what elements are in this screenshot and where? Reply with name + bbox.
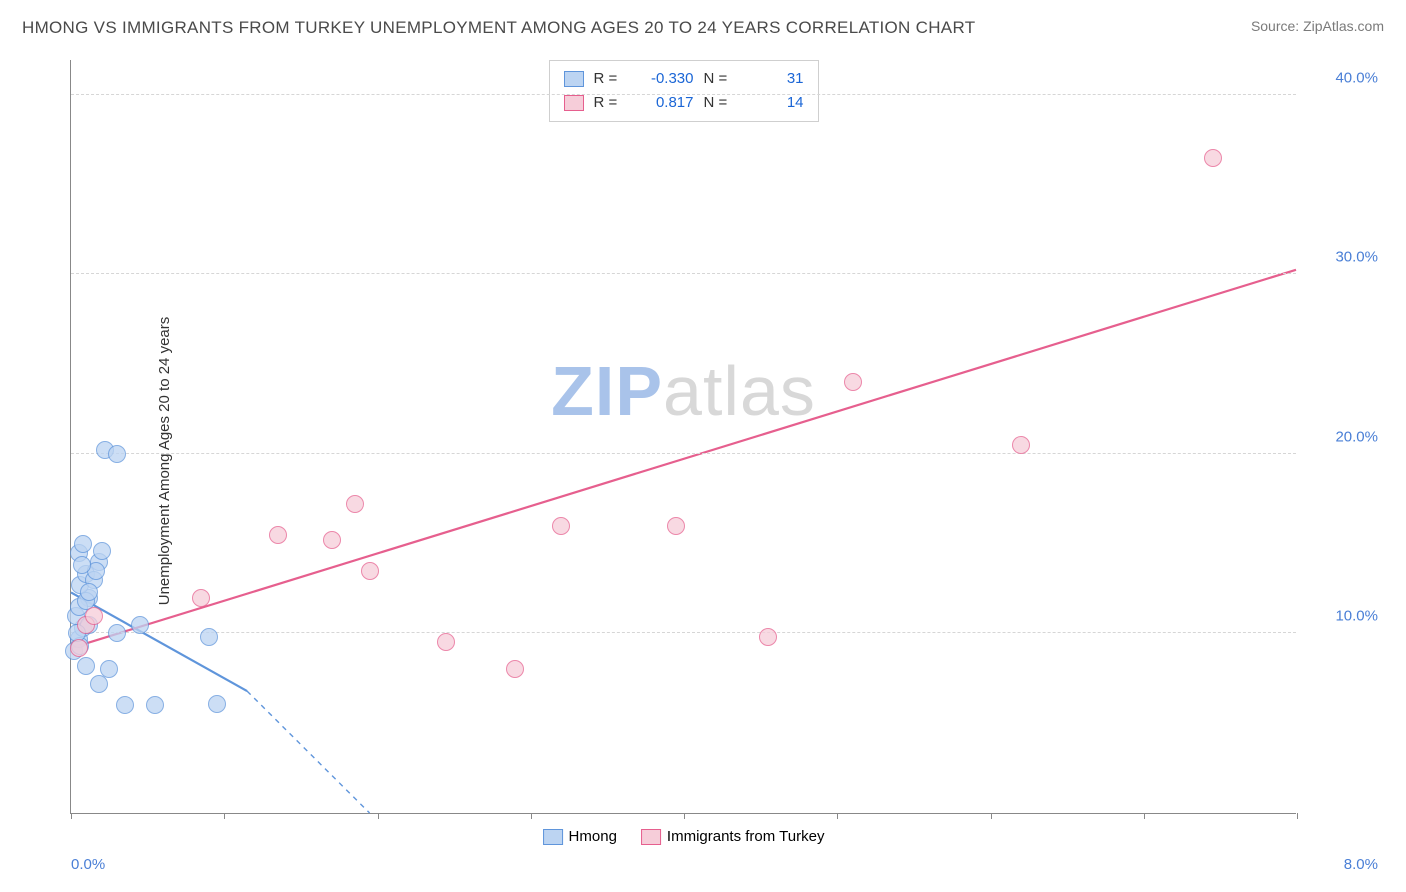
data-point xyxy=(93,542,111,560)
x-tick xyxy=(378,813,379,819)
gridline xyxy=(71,273,1296,274)
x-tick xyxy=(837,813,838,819)
data-point xyxy=(70,639,88,657)
data-point xyxy=(208,695,226,713)
gridline xyxy=(71,632,1296,633)
data-point xyxy=(131,616,149,634)
legend-swatch xyxy=(564,71,584,87)
data-point xyxy=(759,628,777,646)
gridline xyxy=(71,94,1296,95)
data-point xyxy=(74,535,92,553)
data-point xyxy=(269,526,287,544)
correlation-legend: R =-0.330N =31R =0.817N =14 xyxy=(549,60,819,122)
y-tick-label: 40.0% xyxy=(1335,69,1378,86)
data-point xyxy=(552,517,570,535)
x-tick xyxy=(1144,813,1145,819)
y-tick-label: 10.0% xyxy=(1335,608,1378,625)
data-point xyxy=(192,589,210,607)
data-point xyxy=(1204,149,1222,167)
data-point xyxy=(346,495,364,513)
data-point xyxy=(80,583,98,601)
legend-label: Hmong xyxy=(569,828,617,845)
legend-n-label: N = xyxy=(704,67,734,91)
data-point xyxy=(108,624,126,642)
x-tick-label: 8.0% xyxy=(1344,856,1378,873)
data-point xyxy=(146,696,164,714)
data-point xyxy=(667,517,685,535)
legend-item: Immigrants from Turkey xyxy=(641,828,825,845)
data-point xyxy=(108,445,126,463)
chart-container: Unemployment Among Ages 20 to 24 years Z… xyxy=(24,50,1386,872)
data-point xyxy=(200,628,218,646)
x-tick xyxy=(684,813,685,819)
data-point xyxy=(361,562,379,580)
legend-swatch xyxy=(564,95,584,111)
legend-swatch xyxy=(641,829,661,845)
x-tick xyxy=(224,813,225,819)
x-tick xyxy=(1297,813,1298,819)
data-point xyxy=(85,607,103,625)
x-tick xyxy=(531,813,532,819)
x-tick xyxy=(71,813,72,819)
data-point xyxy=(844,373,862,391)
data-point xyxy=(73,556,91,574)
watermark: ZIPatlas xyxy=(551,351,816,431)
watermark-atlas: atlas xyxy=(663,352,816,430)
y-tick-label: 30.0% xyxy=(1335,249,1378,266)
watermark-zip: ZIP xyxy=(551,352,663,430)
data-point xyxy=(77,657,95,675)
data-point xyxy=(437,633,455,651)
data-point xyxy=(1012,436,1030,454)
data-point xyxy=(323,531,341,549)
legend-item: Hmong xyxy=(543,828,617,845)
chart-title: HMONG VS IMMIGRANTS FROM TURKEY UNEMPLOY… xyxy=(22,18,975,38)
source-label: Source: ZipAtlas.com xyxy=(1251,18,1384,34)
plot-area: ZIPatlas R =-0.330N =31R =0.817N =14 Hmo… xyxy=(70,60,1296,814)
legend-n-value: 31 xyxy=(744,67,804,91)
x-tick-label: 0.0% xyxy=(71,856,105,873)
legend-label: Immigrants from Turkey xyxy=(667,828,825,845)
legend-r-value: -0.330 xyxy=(634,67,694,91)
y-tick-label: 20.0% xyxy=(1335,428,1378,445)
series-legend: Hmong Immigrants from Turkey xyxy=(543,828,825,845)
gridline xyxy=(71,453,1296,454)
data-point xyxy=(506,660,524,678)
legend-swatch xyxy=(543,829,563,845)
x-tick xyxy=(991,813,992,819)
trend-lines xyxy=(71,60,1296,813)
legend-row: R = -0.330 N = 31 xyxy=(564,67,804,91)
data-point xyxy=(116,696,134,714)
data-point xyxy=(90,675,108,693)
legend-r-label: R = xyxy=(594,67,624,91)
